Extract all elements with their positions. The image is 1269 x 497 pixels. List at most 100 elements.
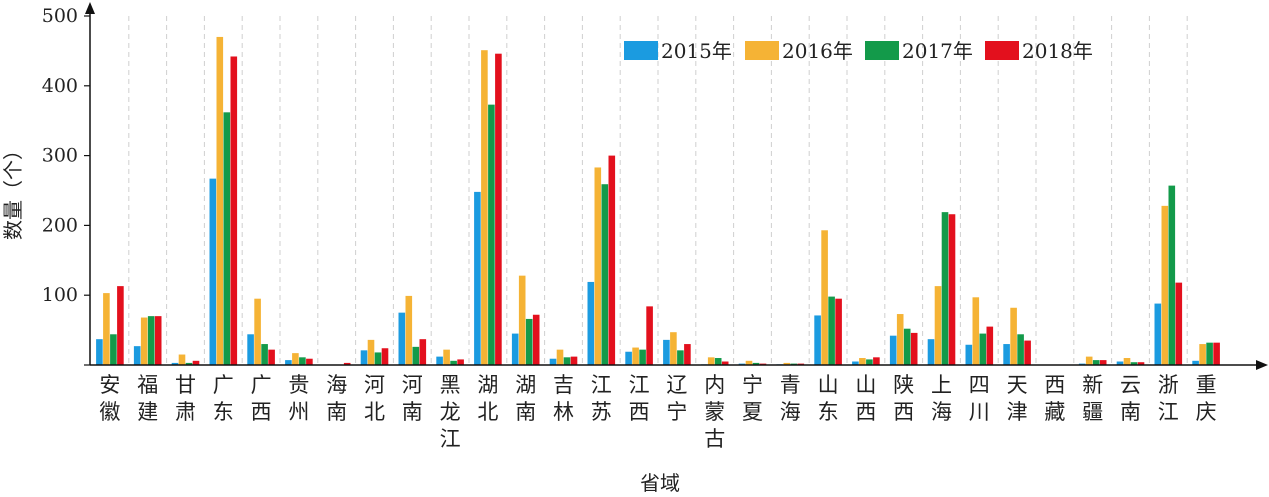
legend-swatch [985, 41, 1019, 60]
bar [398, 312, 406, 365]
bar [1092, 360, 1100, 365]
bar [714, 358, 722, 365]
bar [1161, 205, 1169, 365]
x-tick-label: 云南 [1120, 373, 1141, 424]
bar [488, 104, 495, 366]
bar [663, 339, 670, 365]
bar [608, 155, 616, 365]
legend: 2015年 2016年 2017年 2018年 [624, 39, 1093, 63]
bar [563, 357, 571, 365]
bar [481, 50, 488, 366]
bar [587, 281, 595, 365]
bar [549, 358, 557, 365]
bar [1003, 344, 1010, 365]
bar [1199, 344, 1206, 365]
bar [154, 316, 162, 365]
x-axis-arrow [1256, 360, 1268, 370]
y-tick-label: 100 [42, 284, 78, 306]
bar [1116, 361, 1124, 365]
bar [903, 328, 911, 365]
bar [247, 334, 254, 365]
y-tick-label: 500 [42, 5, 78, 27]
y-axis-arrow [85, 2, 95, 14]
axes-layer [85, 2, 1268, 370]
bar [419, 339, 427, 365]
x-tick-label: 山西 [855, 373, 876, 424]
x-tick-label: 福建 [137, 373, 158, 424]
bar [1168, 185, 1176, 365]
legend-label: 2016年 [782, 39, 853, 63]
bar [230, 56, 238, 365]
bar [632, 347, 639, 365]
x-tick-label: 宁夏 [742, 373, 763, 424]
x-tick-label: 重庆 [1196, 373, 1217, 424]
x-tick-label: 江苏 [591, 373, 612, 424]
bar [495, 53, 502, 365]
bar [474, 191, 481, 365]
y-tick-label: 200 [42, 214, 78, 236]
y-ticks: 100 200 300 400 500 [42, 5, 90, 366]
bar [979, 333, 987, 365]
bar [828, 296, 835, 365]
x-tick-label: 江西 [629, 373, 650, 424]
x-tick-label: 安徽 [99, 373, 120, 424]
bar [965, 344, 973, 365]
x-tick-label: 天津 [1007, 373, 1028, 424]
bar [192, 360, 200, 365]
bar [783, 362, 791, 365]
bar [934, 286, 942, 365]
bar [367, 339, 375, 365]
x-tick-label: 湖北 [477, 373, 498, 424]
x-axis-label: 省域 [640, 471, 680, 495]
bar [821, 230, 828, 365]
bar [594, 167, 602, 365]
x-tick-label: 广西 [251, 373, 272, 424]
bar [133, 346, 141, 365]
bar [360, 350, 368, 365]
bar [436, 356, 443, 365]
bar [927, 339, 935, 365]
bar [532, 314, 540, 365]
x-tick-label: 湖南 [515, 373, 536, 424]
bar [292, 353, 299, 365]
bar [1099, 360, 1107, 365]
bar [866, 359, 873, 365]
bar [1137, 362, 1145, 365]
bar [405, 295, 413, 365]
bars-layer [96, 36, 1220, 366]
bar [299, 357, 306, 365]
bar [1130, 362, 1138, 365]
x-tick-label: 辽宁 [666, 373, 687, 424]
bar [707, 357, 715, 365]
bar [1010, 307, 1017, 365]
bar [223, 112, 231, 365]
bar [110, 334, 117, 365]
bar [752, 362, 760, 365]
bar [285, 360, 292, 365]
bar [209, 178, 217, 365]
y-tick-label: 400 [42, 75, 78, 97]
bar [261, 344, 268, 365]
legend-swatch [865, 41, 899, 60]
bar [306, 358, 313, 365]
y-axis-label: 数量（个） [1, 140, 25, 240]
legend-swatch [745, 41, 779, 60]
bar [814, 315, 821, 365]
x-tick-label: 贵州 [288, 373, 309, 424]
legend-label: 2015年 [661, 39, 732, 63]
x-tick-label: 陕西 [893, 373, 914, 424]
x-tick-label: 海南 [326, 373, 347, 424]
x-tick-label: 吉林 [553, 373, 574, 424]
bar [677, 350, 684, 365]
bar [972, 297, 980, 365]
bar [1024, 340, 1031, 365]
bar [570, 356, 578, 365]
x-tick-label: 浙江 [1158, 373, 1179, 424]
bar [185, 362, 193, 365]
bar [443, 349, 450, 365]
x-tick-label: 甘肃 [175, 373, 196, 424]
bar [941, 212, 949, 365]
x-tick-label: 黑龙江 [440, 373, 461, 451]
bar [117, 286, 124, 365]
